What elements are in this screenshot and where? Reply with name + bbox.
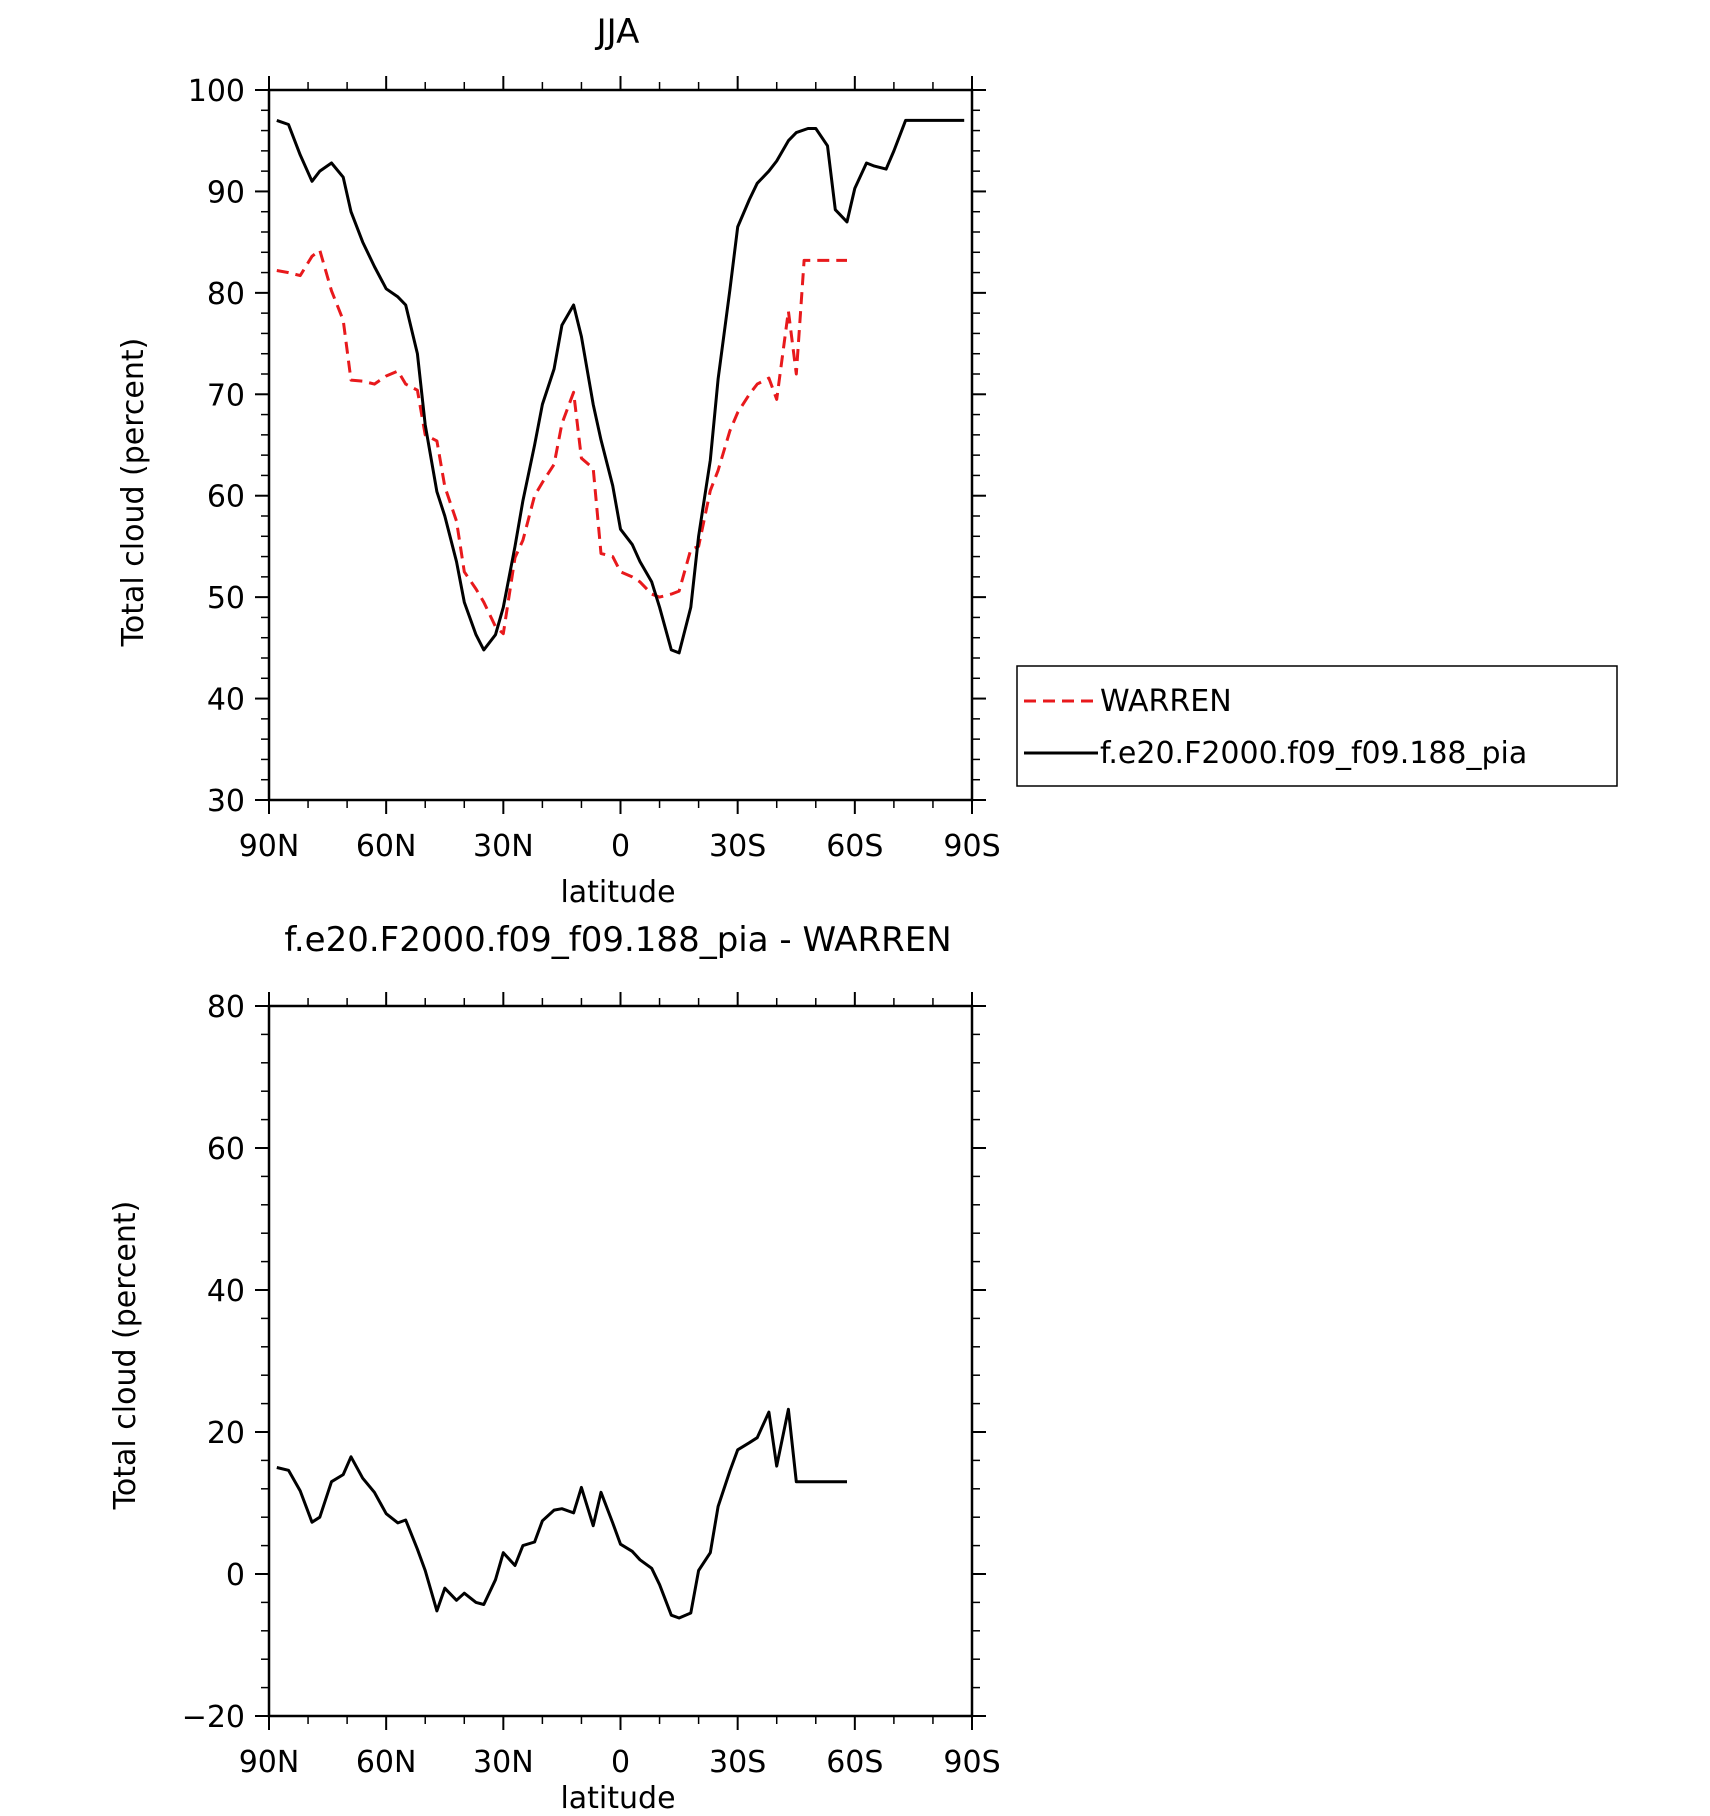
- plot-frame: [267, 88, 974, 802]
- y-tick-label: 100: [188, 74, 245, 109]
- x-tick-label: 30N: [473, 829, 534, 864]
- y-tick-label: 40: [207, 1274, 245, 1309]
- top-panel-title: JJA: [595, 12, 640, 52]
- top-plot-area: 90N 60N 30N 0 30S 60S 90S 30 40 50 60 70 80 90 100: [188, 74, 1001, 864]
- x-tick-label: 60S: [826, 829, 883, 864]
- x-tick-label: 30S: [709, 829, 766, 864]
- bottom-panel-title: f.e20.F2000.f09_f09.188_pia - WARREN: [284, 920, 951, 960]
- x-tick-label: 60N: [356, 829, 417, 864]
- series-line-f-e20-f2000-f09-f09-188-pia: [276, 118, 965, 655]
- legend: WARREN f.e20.F2000.f09_f09.188_pia: [1016, 665, 1618, 787]
- legend-entry-warren: WARREN: [1024, 684, 1232, 719]
- x-tick-label: 30S: [709, 1745, 766, 1780]
- y-tick-label: 90: [207, 175, 245, 210]
- y-tick-label: 80: [207, 277, 245, 312]
- bottom-plot-area: 90N 60N 30N 0 30S 60S 90S −20 0 20 40 60 80: [182, 990, 1001, 1780]
- top-x-axis-label: latitude: [560, 875, 675, 910]
- legend-label-model: f.e20.F2000.f09_f09.188_pia: [1100, 736, 1527, 771]
- x-tick-label: 90N: [239, 829, 300, 864]
- plot-frame: [267, 1004, 974, 1718]
- series-line-warren: [276, 248, 847, 636]
- y-tick-label: 50: [207, 581, 245, 616]
- y-tick-label: 60: [207, 480, 245, 515]
- x-tick-label: 0: [611, 829, 630, 864]
- y-tick-label: 80: [207, 990, 245, 1025]
- y-tick-label: −20: [182, 1700, 245, 1735]
- y-tick-label: 70: [207, 378, 245, 413]
- legend-label-warren: WARREN: [1100, 684, 1232, 719]
- x-tick-label: 90N: [239, 1745, 300, 1780]
- x-tick-label: 60N: [356, 1745, 417, 1780]
- legend-box: [1016, 665, 1618, 787]
- x-tick-label: 90S: [943, 1745, 1000, 1780]
- y-tick-label: 20: [207, 1416, 245, 1451]
- x-tick-label: 0: [611, 1745, 630, 1780]
- y-tick-label: 60: [207, 1132, 245, 1167]
- series-line-difference: [276, 1407, 847, 1620]
- bottom-y-axis-label: Total cloud (percent): [108, 1201, 143, 1511]
- x-tick-label: 60S: [826, 1745, 883, 1780]
- x-tick-label: 30N: [473, 1745, 534, 1780]
- legend-entry-model: f.e20.F2000.f09_f09.188_pia: [1024, 736, 1527, 771]
- y-tick-label: 0: [226, 1558, 245, 1593]
- y-tick-label: 40: [207, 683, 245, 718]
- bottom-panel: f.e20.F2000.f09_f09.188_pia - WARREN 90N…: [108, 920, 1001, 1816]
- top-y-axis-label: Total cloud (percent): [116, 338, 151, 648]
- bottom-x-axis-label: latitude: [560, 1781, 675, 1816]
- x-tick-label: 90S: [943, 829, 1000, 864]
- top-panel: JJA 90N 60N 30N 0 30S 60S 90S 30 40 50 60 70 80 90 100…: [116, 12, 1001, 910]
- y-tick-label: 30: [207, 784, 245, 819]
